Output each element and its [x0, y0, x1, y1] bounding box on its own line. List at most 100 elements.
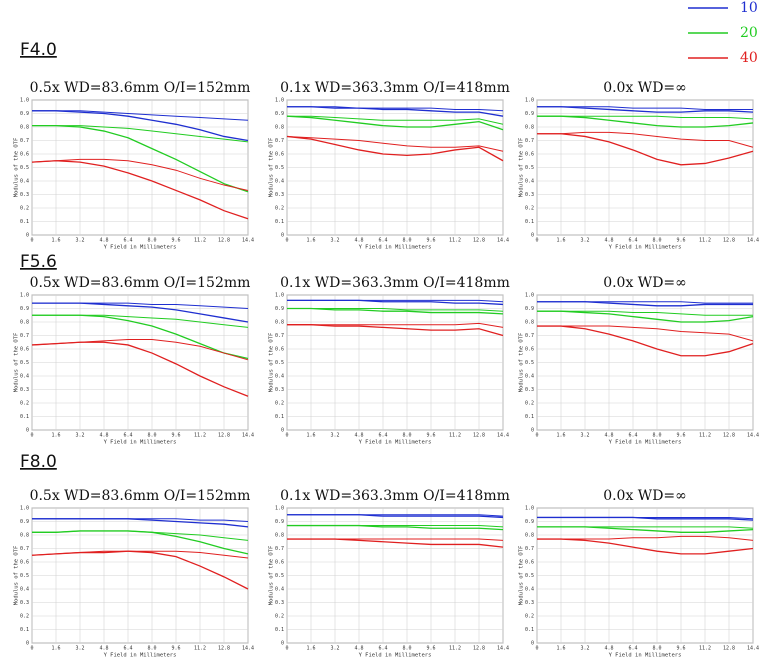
x-tick-label: 12.8 [473, 238, 485, 244]
x-axis-label: Y Field in Millimeters [359, 653, 432, 659]
y-tick-label: 0.5 [525, 573, 534, 579]
y-tick-label: 1.0 [525, 293, 534, 299]
x-tick-label: 11.2 [449, 238, 461, 244]
y-tick-label: 0.5 [20, 165, 29, 171]
y-tick-label: 1.0 [20, 506, 29, 512]
x-tick-label: 12.8 [473, 646, 485, 652]
y-tick-label: 0.3 [525, 600, 534, 606]
x-tick-label: 14.4 [497, 238, 509, 244]
x-tick-label: 9.6 [171, 646, 180, 652]
y-tick-label: 0.6 [275, 152, 284, 158]
mtf-line [31, 341, 249, 397]
y-tick-label: 0.7 [525, 546, 534, 552]
y-tick-label: 0.8 [525, 125, 534, 131]
y-tick-label: 0.2 [275, 614, 284, 620]
mtf-line [287, 322, 504, 328]
x-tick-label: 4.8 [604, 238, 613, 244]
x-tick-label: 9.6 [426, 238, 435, 244]
y-tick-label: 0 [531, 428, 534, 434]
x-tick-label: 12.8 [218, 433, 230, 439]
mtf-line [32, 530, 249, 555]
row-label: F4.0 [20, 40, 57, 60]
x-tick-label: 0 [535, 238, 538, 244]
x-tick-label: 6.4 [123, 238, 132, 244]
y-tick-label: 0.9 [275, 306, 284, 312]
y-axis-label: Modulus of the OTF [14, 138, 20, 198]
mtf-line [537, 301, 753, 307]
y-axis-label: Modulus of the OTF [269, 138, 275, 198]
y-tick-label: 0.1 [525, 627, 534, 633]
x-tick-label: 6.4 [378, 238, 387, 244]
x-tick-label: 8.0 [652, 238, 661, 244]
x-tick-label: 4.8 [354, 433, 363, 439]
y-tick-label: 0.4 [20, 587, 29, 593]
x-tick-label: 4.8 [354, 238, 363, 244]
y-tick-label: 0.5 [20, 573, 29, 579]
y-tick-label: 0.5 [275, 573, 284, 579]
x-tick-label: 8.0 [147, 433, 156, 439]
chart-title: 0.1x WD=363.3mm O/I=418mm [280, 488, 510, 504]
x-tick-label: 1.6 [51, 433, 60, 439]
chart-title: 0.1x WD=363.3mm O/I=418mm [280, 275, 510, 291]
x-tick-label: 1.6 [51, 238, 60, 244]
x-tick-label: 11.2 [194, 433, 206, 439]
chart-title: 0.5x WD=83.6mm O/I=152mm [30, 80, 251, 96]
mtf-line [287, 324, 504, 337]
x-tick-label: 14.4 [747, 238, 759, 244]
y-tick-label: 0.5 [20, 360, 29, 366]
y-tick-label: 0.1 [275, 414, 284, 420]
y-tick-label: 0.5 [525, 165, 534, 171]
x-tick-label: 1.6 [306, 646, 315, 652]
mtf-line [287, 106, 504, 112]
mtf-line [287, 308, 504, 312]
x-tick-label: 0 [535, 433, 538, 439]
y-tick-label: 0.9 [275, 111, 284, 117]
mtf-line [32, 518, 249, 528]
y-tick-label: 0.3 [20, 192, 29, 198]
mtf-line [287, 299, 504, 306]
y-tick-label: 0.1 [20, 414, 29, 420]
mtf-line [537, 115, 754, 128]
y-tick-label: 1.0 [20, 293, 29, 299]
x-tick-label: 0 [30, 433, 33, 439]
y-tick-label: 0.2 [20, 206, 29, 212]
mtf-line [537, 325, 754, 357]
x-tick-label: 12.8 [723, 238, 735, 244]
x-tick-label: 12.8 [723, 433, 735, 439]
x-tick-label: 4.8 [99, 238, 108, 244]
mtf-line [537, 106, 754, 113]
x-tick-label: 12.8 [218, 238, 230, 244]
y-tick-label: 0.3 [275, 600, 284, 606]
mtf-line [537, 310, 754, 323]
x-tick-label: 9.6 [676, 238, 685, 244]
x-tick-label: 0 [535, 646, 538, 652]
x-tick-label: 6.4 [378, 433, 387, 439]
x-tick-label: 12.8 [218, 646, 230, 652]
y-tick-label: 0.2 [525, 401, 534, 407]
y-tick-label: 1.0 [275, 98, 284, 104]
mtf-line [32, 110, 249, 142]
x-tick-label: 3.2 [75, 433, 84, 439]
x-tick-label: 3.2 [330, 433, 339, 439]
mtf-line [32, 125, 249, 143]
mtf-line [537, 310, 753, 316]
mtf-line [287, 524, 504, 531]
x-tick-label: 6.4 [123, 646, 132, 652]
y-tick-label: 0.4 [525, 179, 534, 185]
y-axis-label: Modulus of the OTF [269, 546, 275, 606]
y-tick-label: 0.8 [275, 320, 284, 326]
x-tick-label: 11.2 [699, 646, 711, 652]
y-tick-label: 0.6 [20, 347, 29, 353]
x-tick-label: 14.4 [242, 646, 254, 652]
y-tick-label: 0.4 [275, 587, 284, 593]
y-tick-label: 0.4 [20, 374, 29, 380]
x-tick-label: 11.2 [699, 238, 711, 244]
y-tick-label: 0.8 [275, 125, 284, 131]
x-tick-label: 3.2 [330, 646, 339, 652]
y-tick-label: 0.9 [525, 306, 534, 312]
mtf-line [537, 106, 753, 110]
x-tick-label: 6.4 [123, 433, 132, 439]
y-tick-label: 0.7 [275, 138, 284, 144]
mtf-line [31, 160, 249, 220]
y-tick-label: 0 [531, 233, 534, 239]
